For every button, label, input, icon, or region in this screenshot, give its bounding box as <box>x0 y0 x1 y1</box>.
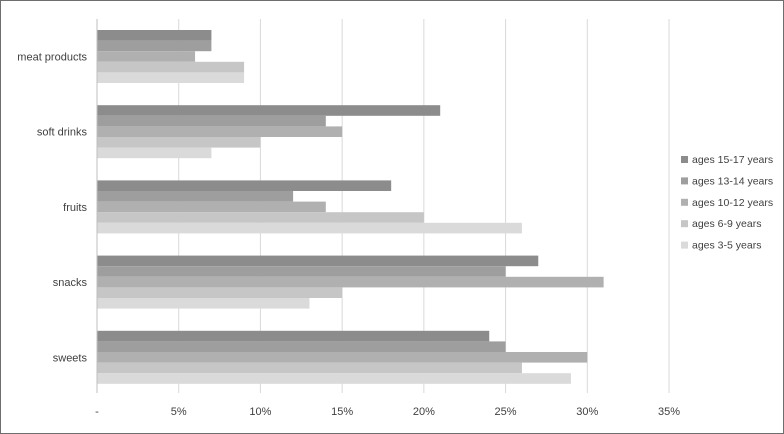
category-label: sweets <box>53 352 88 364</box>
legend-label: ages 3-5 years <box>692 240 761 252</box>
legend-label: ages 15-17 years <box>692 154 773 166</box>
bar-fruits-ages-3-5-years <box>97 222 522 234</box>
bar-fruits-ages-6-9-years <box>97 212 424 223</box>
bar-meat-products-ages-15-17-years <box>97 30 212 41</box>
x-tick-label: 20% <box>413 406 435 418</box>
bar-soft-drinks-ages-3-5-years <box>97 147 212 159</box>
x-tick-label: 15% <box>331 406 353 418</box>
x-tick-label: 30% <box>576 406 598 418</box>
legend-swatch <box>681 177 688 185</box>
legend-label: ages 6-9 years <box>692 218 761 230</box>
legend-label: ages 13-14 years <box>692 175 773 187</box>
category-labels: meat products soft drinks fruits snacks swee… <box>17 52 87 365</box>
bar-sweets-ages-6-9-years <box>97 362 522 374</box>
bar-meat-products-ages-3-5-years <box>97 72 245 83</box>
bar-fruits-ages-13-14-years <box>97 191 294 202</box>
bars <box>97 30 604 384</box>
bar-sweets-ages-13-14-years <box>97 341 506 352</box>
x-tick-label: 5% <box>171 406 187 418</box>
bar-sweets-ages-10-12-years <box>97 352 588 363</box>
bar-soft-drinks-ages-6-9-years <box>97 137 261 148</box>
x-tick-labels: - 5% 10% 15% 20% 25% 30% 35% <box>95 406 680 418</box>
legend: ages 15-17 years ages 13-14 years ages 10-… <box>681 154 773 252</box>
legend-swatch <box>681 198 688 206</box>
bar-meat-products-ages-13-14-years <box>97 40 212 52</box>
bar-fruits-ages-15-17-years <box>97 180 392 191</box>
bar-sweets-ages-15-17-years <box>97 330 490 342</box>
bar-meat-products-ages-10-12-years <box>97 51 196 62</box>
category-label: meat products <box>17 52 87 64</box>
x-tick-label: - <box>95 406 99 418</box>
legend-swatch <box>681 220 688 228</box>
bar-soft-drinks-ages-15-17-years <box>97 105 441 116</box>
bar-meat-products-ages-6-9-years <box>97 61 245 73</box>
category-label: snacks <box>53 277 88 289</box>
category-label: soft drinks <box>37 127 88 139</box>
legend-swatch <box>681 156 688 163</box>
bar-fruits-ages-10-12-years <box>97 201 326 213</box>
bar-sweets-ages-3-5-years <box>97 373 571 384</box>
legend-label: ages 10-12 years <box>692 197 773 209</box>
x-tick-label: 10% <box>249 406 271 418</box>
bar-soft-drinks-ages-13-14-years <box>97 115 326 127</box>
bar-snacks-ages-10-12-years <box>97 276 604 288</box>
legend-swatch <box>681 241 688 249</box>
x-tick-label: 35% <box>658 406 680 418</box>
bar-snacks-ages-3-5-years <box>97 298 310 309</box>
x-tick-label: 25% <box>495 406 517 418</box>
bar-soft-drinks-ages-10-12-years <box>97 126 343 137</box>
bar-snacks-ages-6-9-years <box>97 287 343 298</box>
bar-snacks-ages-13-14-years <box>97 266 506 277</box>
category-label: fruits <box>63 202 87 214</box>
grid-lines <box>178 19 670 393</box>
bar-snacks-ages-15-17-years <box>97 255 539 267</box>
